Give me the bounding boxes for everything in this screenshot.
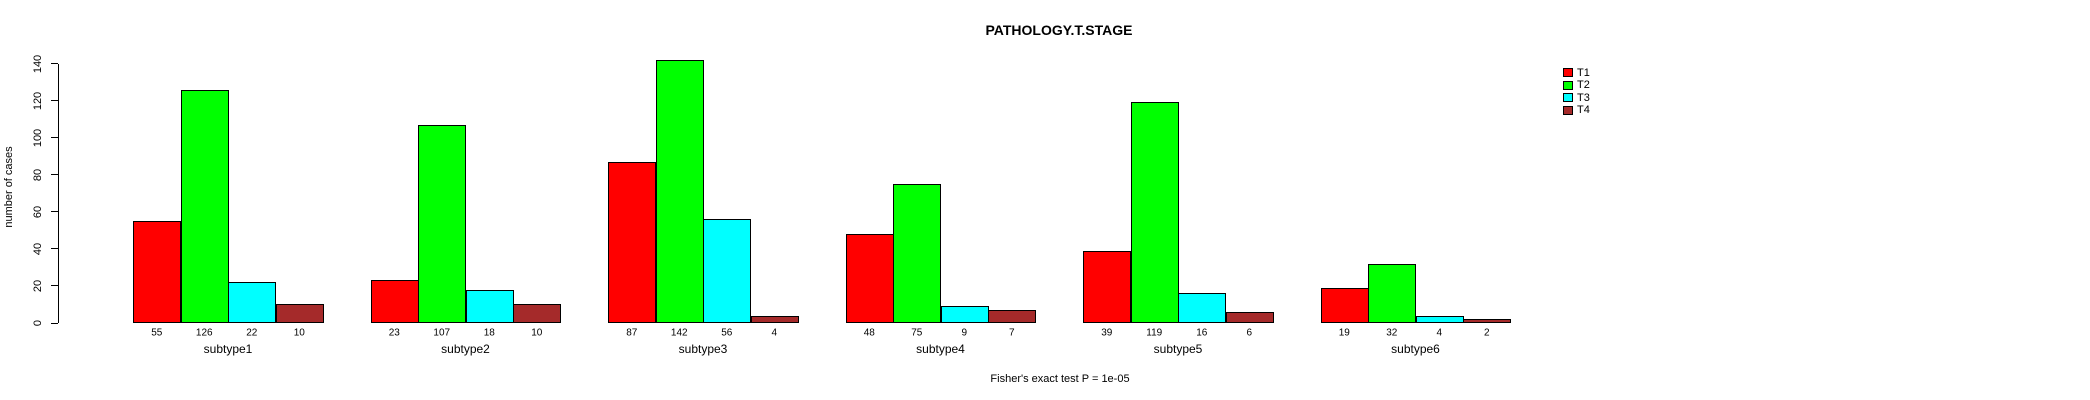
category-label-subtype4: subtype4 — [916, 341, 965, 356]
legend-label-T2: T2 — [1577, 79, 1590, 92]
y-axis-tick — [51, 63, 58, 65]
bar-subtype6-T1 — [1321, 288, 1369, 323]
bar-subtype1-T3 — [228, 282, 276, 323]
y-axis-line — [58, 63, 59, 323]
bar-value-label-subtype1-T4: 10 — [293, 327, 305, 338]
bar-subtype4-T4 — [988, 310, 1036, 323]
chart-title: PATHOLOGY.T.STAGE — [985, 22, 1133, 38]
bar-value-label-subtype6-T4: 2 — [1483, 327, 1490, 338]
legend-swatch-T3 — [1563, 93, 1573, 103]
bar-subtype4-T2 — [893, 184, 941, 323]
y-axis-tick-label: 20 — [32, 279, 44, 293]
y-axis-tick — [51, 174, 58, 176]
fisher-test-footnote: Fisher's exact test P = 1e-05 — [990, 373, 1130, 385]
legend-label-T4: T4 — [1577, 104, 1590, 117]
category-label-subtype1: subtype1 — [203, 341, 253, 356]
bar-value-label-subtype5-T2: 119 — [1146, 327, 1163, 338]
y-axis-label: number of cases — [3, 146, 15, 228]
y-axis-tick — [51, 100, 58, 102]
category-label-subtype5: subtype5 — [1153, 341, 1203, 356]
bar-value-label-subtype2-T2: 107 — [433, 327, 451, 338]
category-label-subtype3: subtype3 — [678, 341, 728, 356]
bar-value-label-subtype4-T3: 9 — [961, 327, 968, 338]
bar-value-label-subtype5-T1: 39 — [1101, 327, 1113, 338]
y-axis-tick — [51, 211, 58, 213]
bar-subtype2-T1 — [371, 280, 419, 323]
category-label-subtype2: subtype2 — [441, 341, 490, 356]
legend-swatch-T2 — [1563, 80, 1573, 90]
bar-subtype1-T2 — [181, 90, 229, 323]
y-axis-tick — [51, 248, 58, 250]
bar-subtype5-T1 — [1083, 251, 1131, 323]
bar-value-label-subtype3-T3: 56 — [721, 327, 733, 338]
bar-subtype6-T4 — [1463, 319, 1511, 323]
bar-value-label-subtype5-T4: 6 — [1246, 327, 1253, 338]
y-axis-tick-label: 120 — [32, 91, 44, 110]
bar-subtype6-T2 — [1368, 264, 1416, 323]
bar-value-label-subtype4-T1: 48 — [863, 327, 875, 338]
bar-subtype4-T1 — [846, 234, 894, 323]
y-axis-tick-label: 0 — [32, 319, 44, 327]
bar-value-label-subtype5-T3: 16 — [1196, 327, 1208, 338]
bar-subtype1-T4 — [276, 304, 324, 323]
y-axis-tick-label: 80 — [32, 168, 44, 181]
y-axis-tick — [51, 137, 58, 139]
category-label-subtype6: subtype6 — [1391, 341, 1440, 356]
y-axis-tick-label: 40 — [32, 242, 44, 255]
bar-value-label-subtype4-T2: 75 — [911, 327, 923, 338]
bar-subtype5-T3 — [1178, 293, 1226, 323]
legend-swatch-T1 — [1563, 68, 1573, 77]
bar-subtype6-T3 — [1416, 316, 1464, 323]
bar-subtype1-T1 — [133, 221, 181, 323]
bar-subtype5-T2 — [1131, 102, 1179, 323]
legend-swatch-T4 — [1563, 105, 1573, 115]
bar-value-label-subtype1-T2: 126 — [195, 327, 213, 338]
y-axis-tick — [51, 322, 58, 324]
bar-subtype3-T3 — [703, 219, 751, 323]
bar-subtype3-T4 — [751, 316, 799, 323]
bar-subtype2-T3 — [466, 290, 514, 323]
y-axis-tick-label: 60 — [32, 205, 44, 218]
bar-subtype4-T3 — [941, 306, 989, 323]
bar-subtype2-T4 — [513, 304, 561, 323]
bar-value-label-subtype2-T3: 18 — [483, 327, 495, 338]
legend-label-T1: T1 — [1577, 66, 1590, 79]
bar-subtype5-T4 — [1226, 312, 1274, 323]
bar-value-label-subtype1-T1: 55 — [151, 327, 163, 338]
y-axis-tick-label: 140 — [32, 54, 44, 73]
bar-value-label-subtype2-T1: 23 — [388, 327, 400, 338]
bar-value-label-subtype2-T4: 10 — [531, 327, 543, 338]
bar-value-label-subtype1-T3: 22 — [246, 327, 258, 338]
legend-label-T3: T3 — [1577, 91, 1590, 104]
bar-value-label-subtype3-T2: 142 — [670, 327, 688, 338]
bar-subtype3-T1 — [608, 162, 656, 323]
bar-subtype3-T2 — [656, 60, 704, 323]
bar-value-label-subtype3-T1: 87 — [626, 327, 638, 338]
bar-value-label-subtype6-T3: 4 — [1436, 327, 1443, 338]
bar-value-label-subtype3-T4: 4 — [771, 327, 778, 338]
y-axis-tick — [51, 285, 58, 287]
y-axis-tick-label: 100 — [32, 128, 44, 147]
bar-subtype2-T2 — [418, 125, 466, 323]
bar-value-label-subtype6-T1: 19 — [1338, 327, 1350, 338]
bar-value-label-subtype6-T2: 32 — [1386, 327, 1398, 338]
bar-value-label-subtype4-T4: 7 — [1008, 327, 1015, 338]
